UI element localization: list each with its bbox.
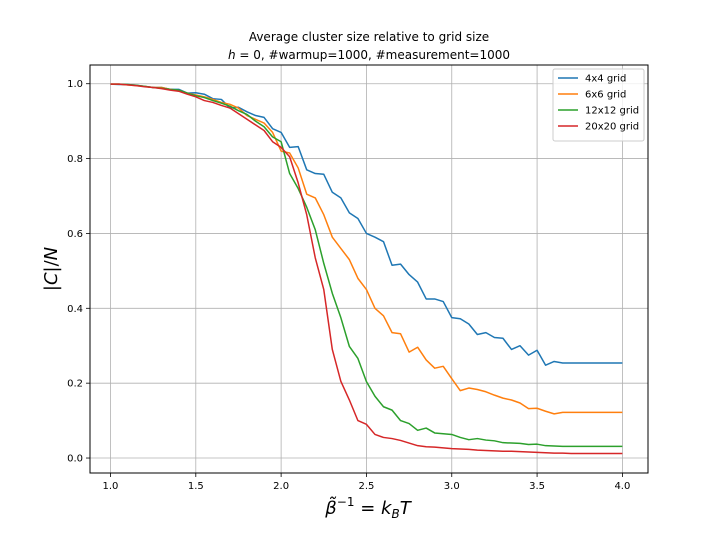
y-tick-label: 0.4 — [67, 304, 83, 315]
chart-subtitle: h = 0, #warmup=1000, #measurement=1000 — [228, 48, 510, 62]
y-axis-label: |C|/N — [41, 247, 62, 291]
x-tick-label: 2.5 — [358, 481, 374, 492]
chart-title: Average cluster size relative to grid si… — [249, 30, 489, 44]
series-line-3 — [110, 83, 623, 448]
series-line-1 — [110, 83, 623, 366]
x-tick-label: 1.0 — [103, 481, 119, 492]
y-tick-label: 0.6 — [67, 229, 83, 240]
x-tick-label: 1.5 — [188, 481, 204, 492]
legend-label: 6x6 grid — [585, 90, 626, 101]
x-tick-label: 3.0 — [444, 481, 460, 492]
series-line-4 — [110, 83, 623, 455]
legend-label: 20x20 grid — [585, 122, 639, 133]
series-lines — [110, 83, 623, 455]
y-tick-label: 0.8 — [67, 154, 83, 165]
y-tick-label: 0.0 — [67, 454, 83, 465]
legend-box — [552, 68, 645, 142]
plot-frame — [89, 64, 649, 474]
x-tick-label: 3.5 — [529, 481, 545, 492]
legend-label: 12x12 grid — [585, 106, 639, 117]
legend: 4x4 grid 6x6 grid 12x12 grid 20x20 grid — [552, 68, 645, 142]
x-tick-label: 2.0 — [273, 481, 289, 492]
x-axis-label: β̃−1 = kBT — [324, 495, 412, 521]
legend-label: 4x4 grid — [585, 74, 626, 85]
y-tick-label: 0.2 — [67, 379, 83, 390]
x-tick-label: 4.0 — [614, 481, 630, 492]
y-tick-label: 1.0 — [67, 79, 83, 90]
axis-ticks: 1.0 1.5 2.0 2.5 3.0 3.5 4.0 0.0 0.2 0.4 0.6 0.8 1.0 — [67, 79, 630, 492]
